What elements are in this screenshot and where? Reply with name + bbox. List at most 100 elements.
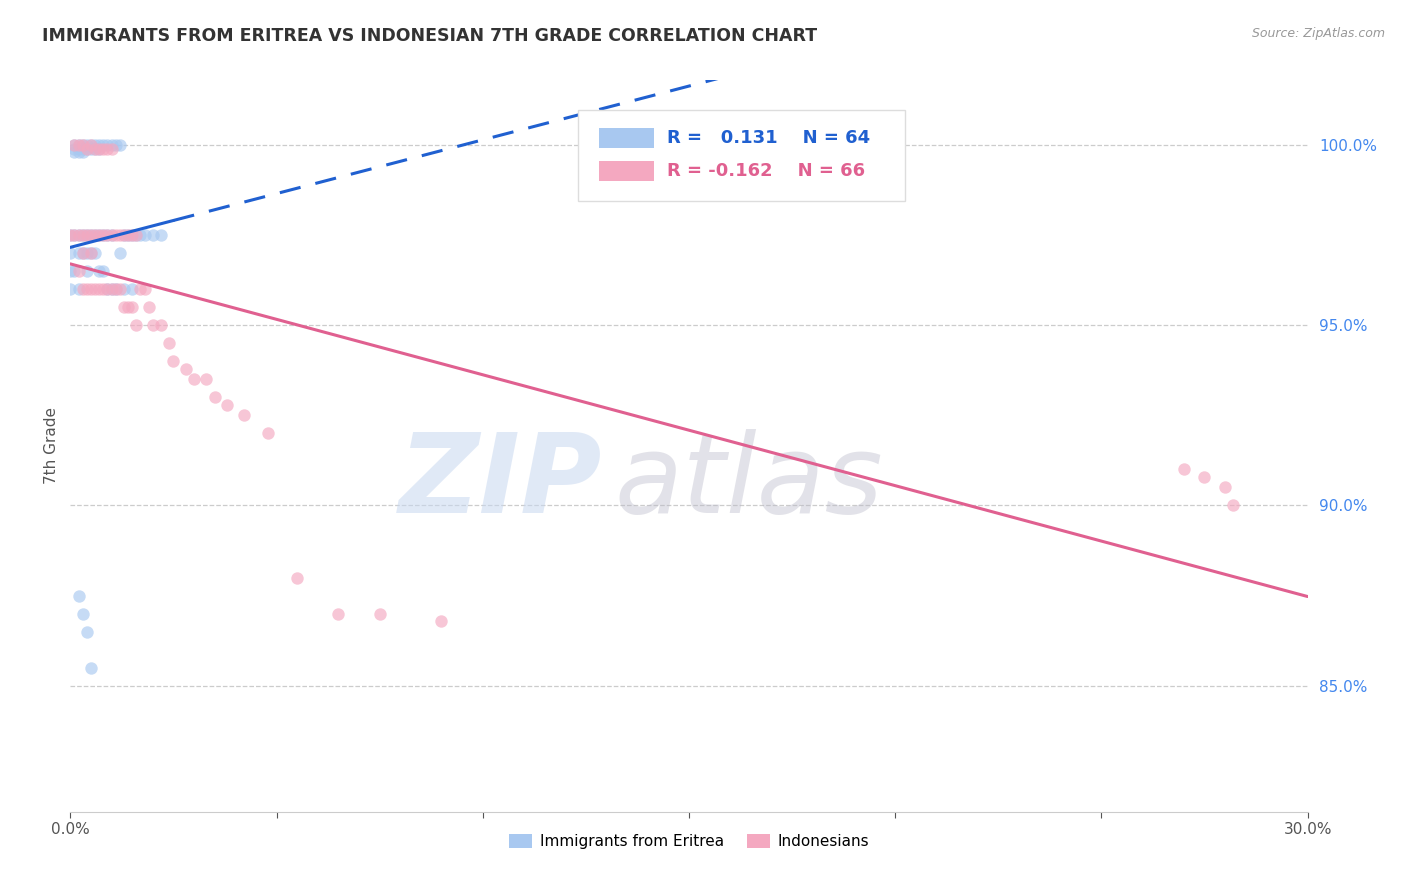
Text: R = -0.162    N = 66: R = -0.162 N = 66 <box>666 162 865 180</box>
Legend: Immigrants from Eritrea, Indonesians: Immigrants from Eritrea, Indonesians <box>503 828 875 855</box>
Point <box>67 138 90 153</box>
Point <box>84 228 107 243</box>
Point <box>89 228 111 243</box>
Point <box>100 138 122 153</box>
Point <box>121 300 143 314</box>
Point <box>76 142 98 156</box>
Point <box>80 246 103 260</box>
Point <box>195 372 218 386</box>
Point <box>257 426 280 441</box>
Point <box>183 372 205 386</box>
Point <box>89 282 111 296</box>
Point <box>67 138 90 153</box>
Point <box>150 318 173 333</box>
Point <box>67 228 90 243</box>
Point <box>117 228 139 243</box>
Point <box>80 282 103 296</box>
Point <box>117 300 139 314</box>
Point <box>63 142 86 156</box>
Point <box>84 142 107 156</box>
Point <box>67 228 90 243</box>
Point <box>91 264 114 278</box>
Point <box>72 228 94 243</box>
Point <box>89 264 111 278</box>
Point <box>63 228 86 243</box>
Point <box>72 246 94 260</box>
Point <box>67 282 90 296</box>
Point <box>91 142 114 156</box>
Point <box>108 246 131 260</box>
Point <box>100 228 122 243</box>
Point <box>63 138 86 153</box>
Text: R =   0.131    N = 64: R = 0.131 N = 64 <box>666 129 870 147</box>
Point <box>84 282 107 296</box>
Point <box>204 390 226 404</box>
FancyBboxPatch shape <box>599 161 654 181</box>
Point <box>129 228 152 243</box>
Point <box>108 282 131 296</box>
Point <box>104 282 127 296</box>
Point <box>76 228 98 243</box>
Point <box>72 228 94 243</box>
Point <box>84 228 107 243</box>
Point <box>67 589 90 603</box>
Point <box>59 282 82 296</box>
Point <box>96 282 118 296</box>
Point <box>104 282 127 296</box>
Point <box>91 138 114 153</box>
Point <box>89 142 111 156</box>
Point <box>80 142 103 156</box>
Point <box>100 282 122 296</box>
Point <box>76 138 98 153</box>
Point <box>108 138 131 153</box>
Point <box>142 318 165 333</box>
Point <box>112 300 135 314</box>
Point <box>80 228 103 243</box>
Point <box>89 138 111 153</box>
Point <box>232 409 254 423</box>
Point <box>1173 462 1195 476</box>
Point <box>84 142 107 156</box>
Point <box>129 282 152 296</box>
Text: atlas: atlas <box>614 429 883 536</box>
Point <box>76 246 98 260</box>
Point <box>104 228 127 243</box>
Point <box>84 246 107 260</box>
Point <box>91 282 114 296</box>
Point <box>108 228 131 243</box>
Point <box>285 570 308 584</box>
Point <box>112 228 135 243</box>
Point <box>72 142 94 156</box>
Point <box>125 318 148 333</box>
Point <box>368 607 391 621</box>
Point <box>1194 469 1216 483</box>
Point <box>76 624 98 639</box>
FancyBboxPatch shape <box>599 128 654 148</box>
Point <box>76 228 98 243</box>
Point <box>215 398 238 412</box>
Point <box>80 246 103 260</box>
Point <box>63 228 86 243</box>
Point <box>72 246 94 260</box>
Point <box>138 300 160 314</box>
Point <box>72 138 94 153</box>
Text: ZIP: ZIP <box>399 429 602 536</box>
Text: IMMIGRANTS FROM ERITREA VS INDONESIAN 7TH GRADE CORRELATION CHART: IMMIGRANTS FROM ERITREA VS INDONESIAN 7T… <box>42 27 817 45</box>
Point <box>150 228 173 243</box>
Point <box>96 142 118 156</box>
Point <box>121 228 143 243</box>
Point <box>121 228 143 243</box>
Point <box>157 336 180 351</box>
Point <box>72 282 94 296</box>
Point <box>80 138 103 153</box>
Point <box>125 228 148 243</box>
Point <box>96 228 118 243</box>
Point <box>96 228 118 243</box>
Point <box>63 138 86 153</box>
Point <box>100 142 122 156</box>
Point <box>1222 499 1244 513</box>
Point <box>63 145 86 160</box>
Point <box>91 228 114 243</box>
Point <box>76 142 98 156</box>
Point <box>72 138 94 153</box>
